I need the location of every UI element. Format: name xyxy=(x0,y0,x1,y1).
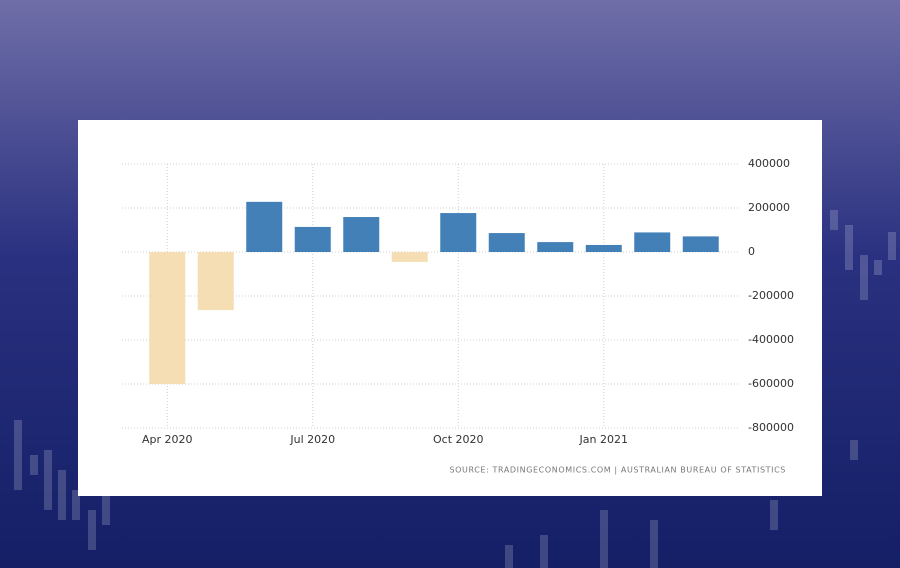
bar xyxy=(440,213,477,252)
bar xyxy=(294,226,331,252)
y-tick-label: -200000 xyxy=(748,289,794,302)
y-tick-label: 200000 xyxy=(748,201,790,214)
x-tick-label: Apr 2020 xyxy=(142,433,193,446)
x-tick-label: Jan 2021 xyxy=(579,433,628,446)
bar xyxy=(391,252,428,262)
x-tick-label: Jul 2020 xyxy=(289,433,335,446)
decor-candles xyxy=(14,210,896,568)
x-tick-label: Oct 2020 xyxy=(433,433,484,446)
bar xyxy=(585,244,622,252)
bar xyxy=(537,242,574,252)
source-note: SOURCE: TRADINGECONOMICS.COM | AUSTRALIA… xyxy=(449,466,786,475)
bar xyxy=(197,252,234,311)
y-tick-label: 400000 xyxy=(748,157,790,170)
bar xyxy=(246,201,283,252)
bar xyxy=(149,252,186,384)
y-tick-label: -800000 xyxy=(748,421,794,434)
bar xyxy=(634,232,671,252)
bar xyxy=(682,236,719,252)
y-tick-label: 0 xyxy=(748,245,755,258)
y-tick-label: -600000 xyxy=(748,377,794,390)
bar xyxy=(343,217,380,252)
bar xyxy=(488,233,525,252)
y-tick-label: -400000 xyxy=(748,333,794,346)
